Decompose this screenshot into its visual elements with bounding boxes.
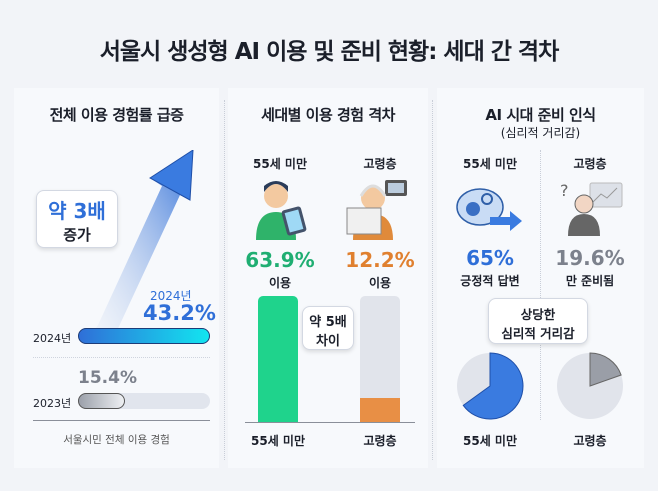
divider (33, 357, 210, 358)
bar-track (360, 296, 400, 422)
sublabel: 이용 (368, 276, 392, 290)
sublabel: 만 준비됨 (565, 274, 615, 288)
divider (432, 100, 433, 460)
elderly-newspaper-icon (346, 180, 407, 240)
pie-charts (457, 352, 623, 420)
sublabel: 이용 (268, 276, 292, 290)
page-title: 서울시 생성형 AI 이용 및 준비 현황: 세대 간 격차 (99, 39, 560, 65)
divider (540, 150, 541, 420)
category-label: 55세 미만 (251, 434, 305, 448)
value-label: 65% (466, 246, 514, 270)
category-label: 고령층 (363, 434, 397, 448)
confused-elderly-icon: ? (560, 181, 623, 236)
value-label: 12.2% (345, 248, 415, 272)
distance-callout: 상당한 심리적 거리감 (488, 298, 588, 344)
category-label: 55세 미만 (463, 434, 517, 448)
x-axis-label: 서울시민 전체 이용 경험 (63, 434, 170, 446)
bar-under-55 (258, 296, 298, 422)
rising-arrow-icon (90, 150, 194, 335)
bar-2024 (78, 328, 210, 344)
young-person-tablet-icon (256, 181, 307, 240)
category-label: 고령층 (573, 434, 607, 448)
group-header: 고령층 (363, 157, 397, 171)
brain-gear-icon (456, 188, 522, 231)
value-label-2024: 43.2% (143, 301, 216, 325)
sublabel: 긍정적 답변 (460, 274, 520, 288)
panel-title: 전체 이용 경험률 급증 (49, 106, 184, 124)
category-label: 2024년 (33, 332, 72, 345)
axis-line (33, 420, 210, 421)
divider (224, 100, 225, 460)
panel-title: AI 시대 준비 인식 (485, 106, 596, 124)
svg-text:?: ? (560, 181, 569, 200)
value-label: 63.9% (245, 248, 315, 272)
group-header: 55세 미만 (253, 157, 307, 171)
bar-track (78, 393, 210, 409)
bar-2023 (78, 393, 126, 409)
pie-slice-under-55 (462, 352, 524, 420)
increase-callout: 약 3배 증가 (36, 190, 118, 248)
axis-line (245, 422, 415, 423)
bar-elderly (360, 397, 400, 422)
panel-subtitle: (심리적 거리감) (500, 126, 581, 140)
value-label-2023: 15.4% (78, 368, 137, 388)
value-label: 19.6% (555, 246, 625, 270)
pie-slice-elderly (589, 352, 622, 387)
group-header: 고령층 (573, 157, 607, 171)
group-header: 55세 미만 (463, 157, 517, 171)
category-label: 2023년 (33, 397, 72, 410)
bar-track (258, 296, 298, 422)
bar-track (78, 328, 210, 344)
gap-callout: 약 5배 차이 (302, 306, 354, 350)
year-label: 2024년 (150, 289, 192, 303)
panel-title: 세대별 이용 경험 격차 (261, 106, 395, 124)
